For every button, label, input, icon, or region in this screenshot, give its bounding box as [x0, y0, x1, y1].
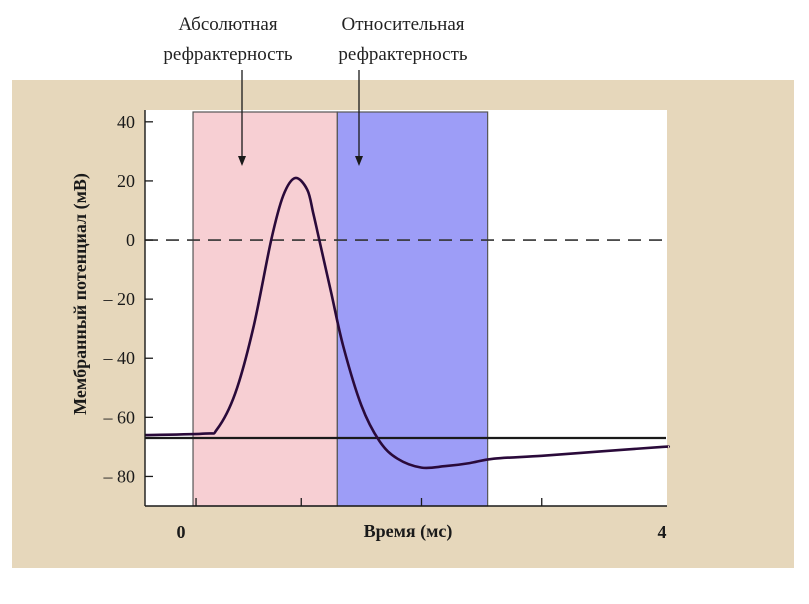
refractory-regions — [192, 111, 489, 507]
x-tick-label-1: 4 — [658, 522, 667, 542]
y-tick-label-4: – 40 — [103, 348, 136, 368]
y-tick-label-2: 0 — [126, 230, 135, 250]
y-axis-label: Мембранный потенциал (мВ) — [70, 173, 91, 415]
action-potential-curve — [144, 176, 671, 470]
region-label-1-line-1: рефрактерность — [338, 44, 468, 65]
region-label-1-line-0: Относительная — [342, 14, 465, 35]
series-group — [144, 176, 671, 470]
reference-lines — [145, 239, 666, 440]
refractory-region-1 — [336, 111, 489, 507]
axes: 40 20 0 – 20 – 40 – 60 – 80 0 4 — [103, 110, 667, 542]
region-arrow-head-1 — [355, 156, 363, 166]
y-tick-label-5: – 60 — [103, 407, 136, 427]
region-annotations: Абсолютная рефрактерность Относительная реф… — [163, 14, 468, 166]
y-tick-label-1: 20 — [117, 171, 135, 191]
x-axis-label: Время (мс) — [364, 521, 453, 542]
refractory-region-0 — [192, 111, 338, 507]
y-tick-label-3: – 20 — [103, 289, 136, 309]
region-arrow-head-0 — [238, 156, 246, 166]
region-label-0-line-0: Абсолютная — [178, 14, 277, 35]
x-tick-label-0: 0 — [177, 522, 186, 542]
y-tick-label-6: – 80 — [103, 466, 136, 486]
y-tick-label-0: 40 — [117, 112, 135, 132]
region-label-0-line-1: рефрактерность — [163, 44, 293, 65]
